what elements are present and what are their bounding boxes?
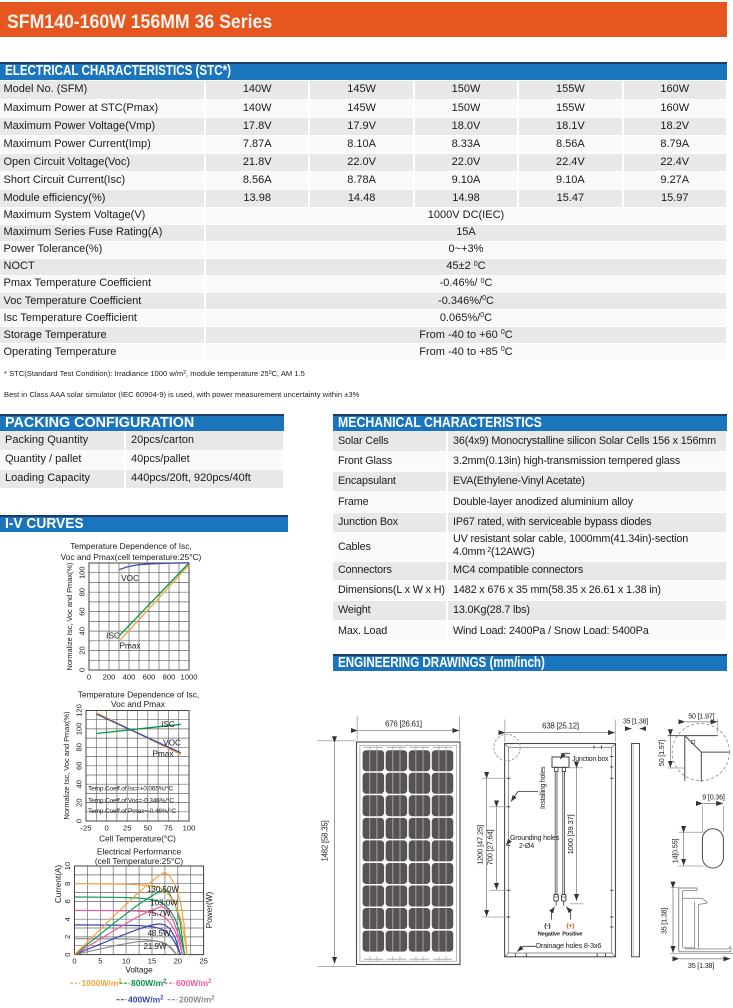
svg-text:0: 0 (78, 668, 87, 672)
svg-text:Temperature Dependence of Isc,: Temperature Dependence of Isc, (78, 690, 200, 700)
svg-text:0: 0 (63, 952, 72, 956)
svg-text:120: 120 (75, 704, 84, 717)
svg-text:VOC: VOC (121, 574, 139, 583)
svg-text:1000W/m2: 1000W/m2 (82, 978, 123, 988)
svg-text:20: 20 (75, 798, 84, 806)
svg-text:14[0.55]: 14[0.55] (671, 839, 680, 864)
svg-text:676 [26.61]: 676 [26.61] (385, 720, 422, 729)
svg-text:Power(W): Power(W) (205, 892, 214, 929)
svg-text:35 [1.38]: 35 [1.38] (660, 908, 669, 934)
svg-text:Normalize Isc, Voc and Pmax(%): Normalize Isc, Voc and Pmax(%) (62, 711, 71, 819)
svg-text:21.9W: 21.9W (143, 942, 167, 951)
svg-text:Pmax: Pmax (153, 750, 174, 759)
svg-text:50 [1.97]: 50 [1.97] (688, 712, 714, 721)
svg-text:0: 0 (104, 824, 108, 833)
svg-text:Temp.Coeff.of Isc=+0.065%/°C: Temp.Coeff.of Isc=+0.065%/°C (88, 785, 173, 793)
svg-text:Voc and Pmax: Voc and Pmax (111, 699, 166, 709)
svg-text:400: 400 (123, 673, 136, 682)
svg-text:Temp.Coeff.of Pmax=-0.46%/°C: Temp.Coeff.of Pmax=-0.46%/°C (88, 807, 177, 815)
svg-text:2-Ø4: 2-Ø4 (519, 842, 534, 850)
svg-text:1200 [47.25]: 1200 [47.25] (476, 825, 485, 865)
svg-text:Current(A): Current(A) (54, 865, 63, 903)
svg-text:0: 0 (72, 957, 76, 966)
svg-text:(-): (-) (544, 923, 550, 930)
svg-text:75: 75 (164, 824, 172, 833)
svg-text:700 [27.64]: 700 [27.64] (486, 830, 495, 866)
svg-text:10: 10 (63, 862, 72, 870)
svg-text:800: 800 (163, 673, 176, 682)
svg-text:1482 [58.35]: 1482 [58.35] (321, 820, 330, 861)
svg-text:(+): (+) (566, 923, 574, 930)
svg-text:400W/m2: 400W/m2 (128, 995, 164, 1005)
svg-text:60: 60 (78, 607, 87, 615)
svg-text:4: 4 (63, 917, 72, 921)
svg-text:1000: 1000 (181, 673, 198, 682)
svg-text:6: 6 (63, 899, 72, 903)
svg-text:800W/m2: 800W/m2 (131, 978, 167, 988)
svg-text:8: 8 (63, 882, 72, 886)
svg-text:Temp.Coeff.of Voc=-0.346%/°C: Temp.Coeff.of Voc=-0.346%/°C (88, 797, 174, 805)
svg-text:5: 5 (98, 957, 102, 966)
svg-text:2: 2 (63, 935, 72, 939)
svg-text:20: 20 (174, 957, 182, 966)
svg-text:600W/m2: 600W/m2 (176, 978, 212, 988)
svg-text:ISC: ISC (161, 720, 175, 729)
svg-text:35 [1.38]: 35 [1.38] (623, 719, 648, 726)
svg-text:Voltage: Voltage (125, 966, 153, 975)
svg-text:60: 60 (75, 762, 84, 770)
svg-text:VOC: VOC (163, 739, 181, 748)
svg-text:600: 600 (143, 673, 156, 682)
svg-text:100: 100 (78, 566, 87, 579)
svg-text:100: 100 (75, 723, 84, 736)
svg-text:Voc and Pmax(cell temperature:: Voc and Pmax(cell temperature:25°C) (61, 552, 202, 562)
svg-text:Grounding holes: Grounding holes (510, 834, 560, 842)
svg-text:Positive: Positive (562, 932, 582, 938)
svg-text:0: 0 (87, 673, 91, 682)
svg-text:50 [1.97]: 50 [1.97] (657, 740, 666, 766)
svg-text:80: 80 (75, 743, 84, 751)
svg-text:40: 40 (78, 627, 87, 635)
svg-text:Installing holes: Installing holes (540, 766, 547, 809)
svg-text:15: 15 (148, 957, 156, 966)
svg-text:Electrical Performance: Electrical Performance (97, 847, 182, 857)
svg-text:Normalize Isc, Voc and Pmax(%): Normalize Isc, Voc and Pmax(%) (65, 562, 74, 670)
svg-text:10: 10 (122, 957, 130, 966)
svg-text:20: 20 (78, 646, 87, 654)
svg-text:35 [1.38]: 35 [1.38] (688, 961, 714, 970)
svg-text:-25: -25 (81, 824, 92, 833)
svg-text:(cell Temperature:25°C): (cell Temperature:25°C) (95, 856, 184, 866)
svg-text:40: 40 (75, 780, 84, 788)
svg-text:25: 25 (123, 824, 131, 833)
svg-text:130.50W: 130.50W (147, 885, 179, 894)
svg-text:Pmax: Pmax (120, 642, 141, 651)
svg-text:1000 [39.37]: 1000 [39.37] (566, 814, 575, 854)
svg-text:Negative: Negative (538, 932, 560, 938)
svg-text:25: 25 (199, 957, 207, 966)
svg-text:0: 0 (75, 819, 84, 823)
svg-text:Temperature Dependence of Isc,: Temperature Dependence of Isc, (70, 541, 192, 551)
svg-text:50: 50 (144, 824, 152, 833)
svg-text:200: 200 (103, 673, 116, 682)
svg-text:ISC: ISC (106, 632, 120, 641)
svg-text:200W/m2: 200W/m2 (179, 995, 215, 1005)
svg-text:75.7W: 75.7W (147, 909, 171, 918)
svg-text:100: 100 (183, 824, 196, 833)
svg-text:Cell Temperature(°C): Cell Temperature(°C) (99, 835, 176, 844)
svg-text:103.0W: 103.0W (150, 899, 178, 908)
svg-text:638 [25.12]: 638 [25.12] (542, 722, 579, 731)
svg-text:80: 80 (78, 588, 87, 596)
svg-text:Drainage holes 8-3x6: Drainage holes 8-3x6 (536, 941, 602, 950)
svg-text:48.5W: 48.5W (147, 929, 171, 938)
svg-text:9 [0.36]: 9 [0.36] (702, 793, 725, 802)
svg-text:Junction box: Junction box (572, 756, 609, 763)
